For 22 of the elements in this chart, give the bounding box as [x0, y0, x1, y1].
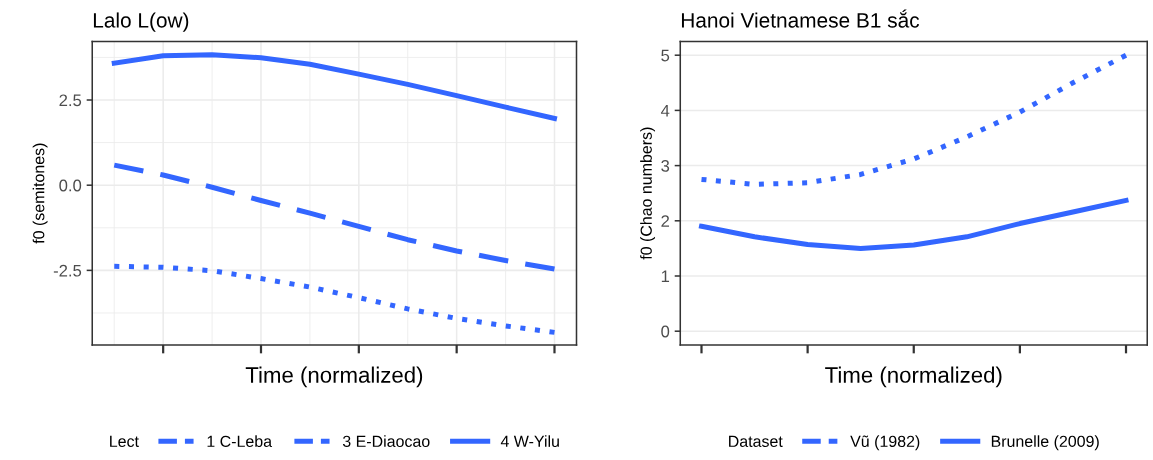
- legend-label: Brunelle (2009): [991, 435, 1099, 451]
- legend-label: 4 W-Yilu: [500, 435, 559, 448]
- y-axis-title: f0 (semitones): [32, 143, 48, 244]
- x-axis-title: Time (normalized): [825, 366, 1002, 388]
- legend-label: Vũ (1982): [850, 435, 920, 451]
- y-tick-label: 1: [661, 270, 670, 283]
- y-tick-label: 0.0: [59, 179, 82, 192]
- legend-title: Dataset: [729, 435, 783, 448]
- y-tick-label: 5: [661, 49, 670, 62]
- legend-title: Lect: [110, 435, 139, 448]
- y-axis-title: f0 (Chao numbers): [640, 127, 656, 260]
- legend-label: 1 C-Leba: [207, 435, 273, 448]
- y-tick-label: 3: [661, 160, 670, 172]
- y-tick-label: 4: [660, 104, 670, 117]
- y-tick-label: 2: [661, 215, 670, 227]
- chart-title: Hanoi Vietnamese B1 sắc: [681, 9, 920, 28]
- x-axis-title: Time (normalized): [245, 366, 423, 388]
- legend-label: 3 E-Diaocao: [342, 435, 430, 448]
- y-tick-label: -2.5: [53, 264, 82, 277]
- chart-title: Lalo L(ow): [93, 12, 189, 32]
- y-tick-label: 0: [661, 325, 670, 338]
- y-tick-label: 2.5: [59, 94, 82, 107]
